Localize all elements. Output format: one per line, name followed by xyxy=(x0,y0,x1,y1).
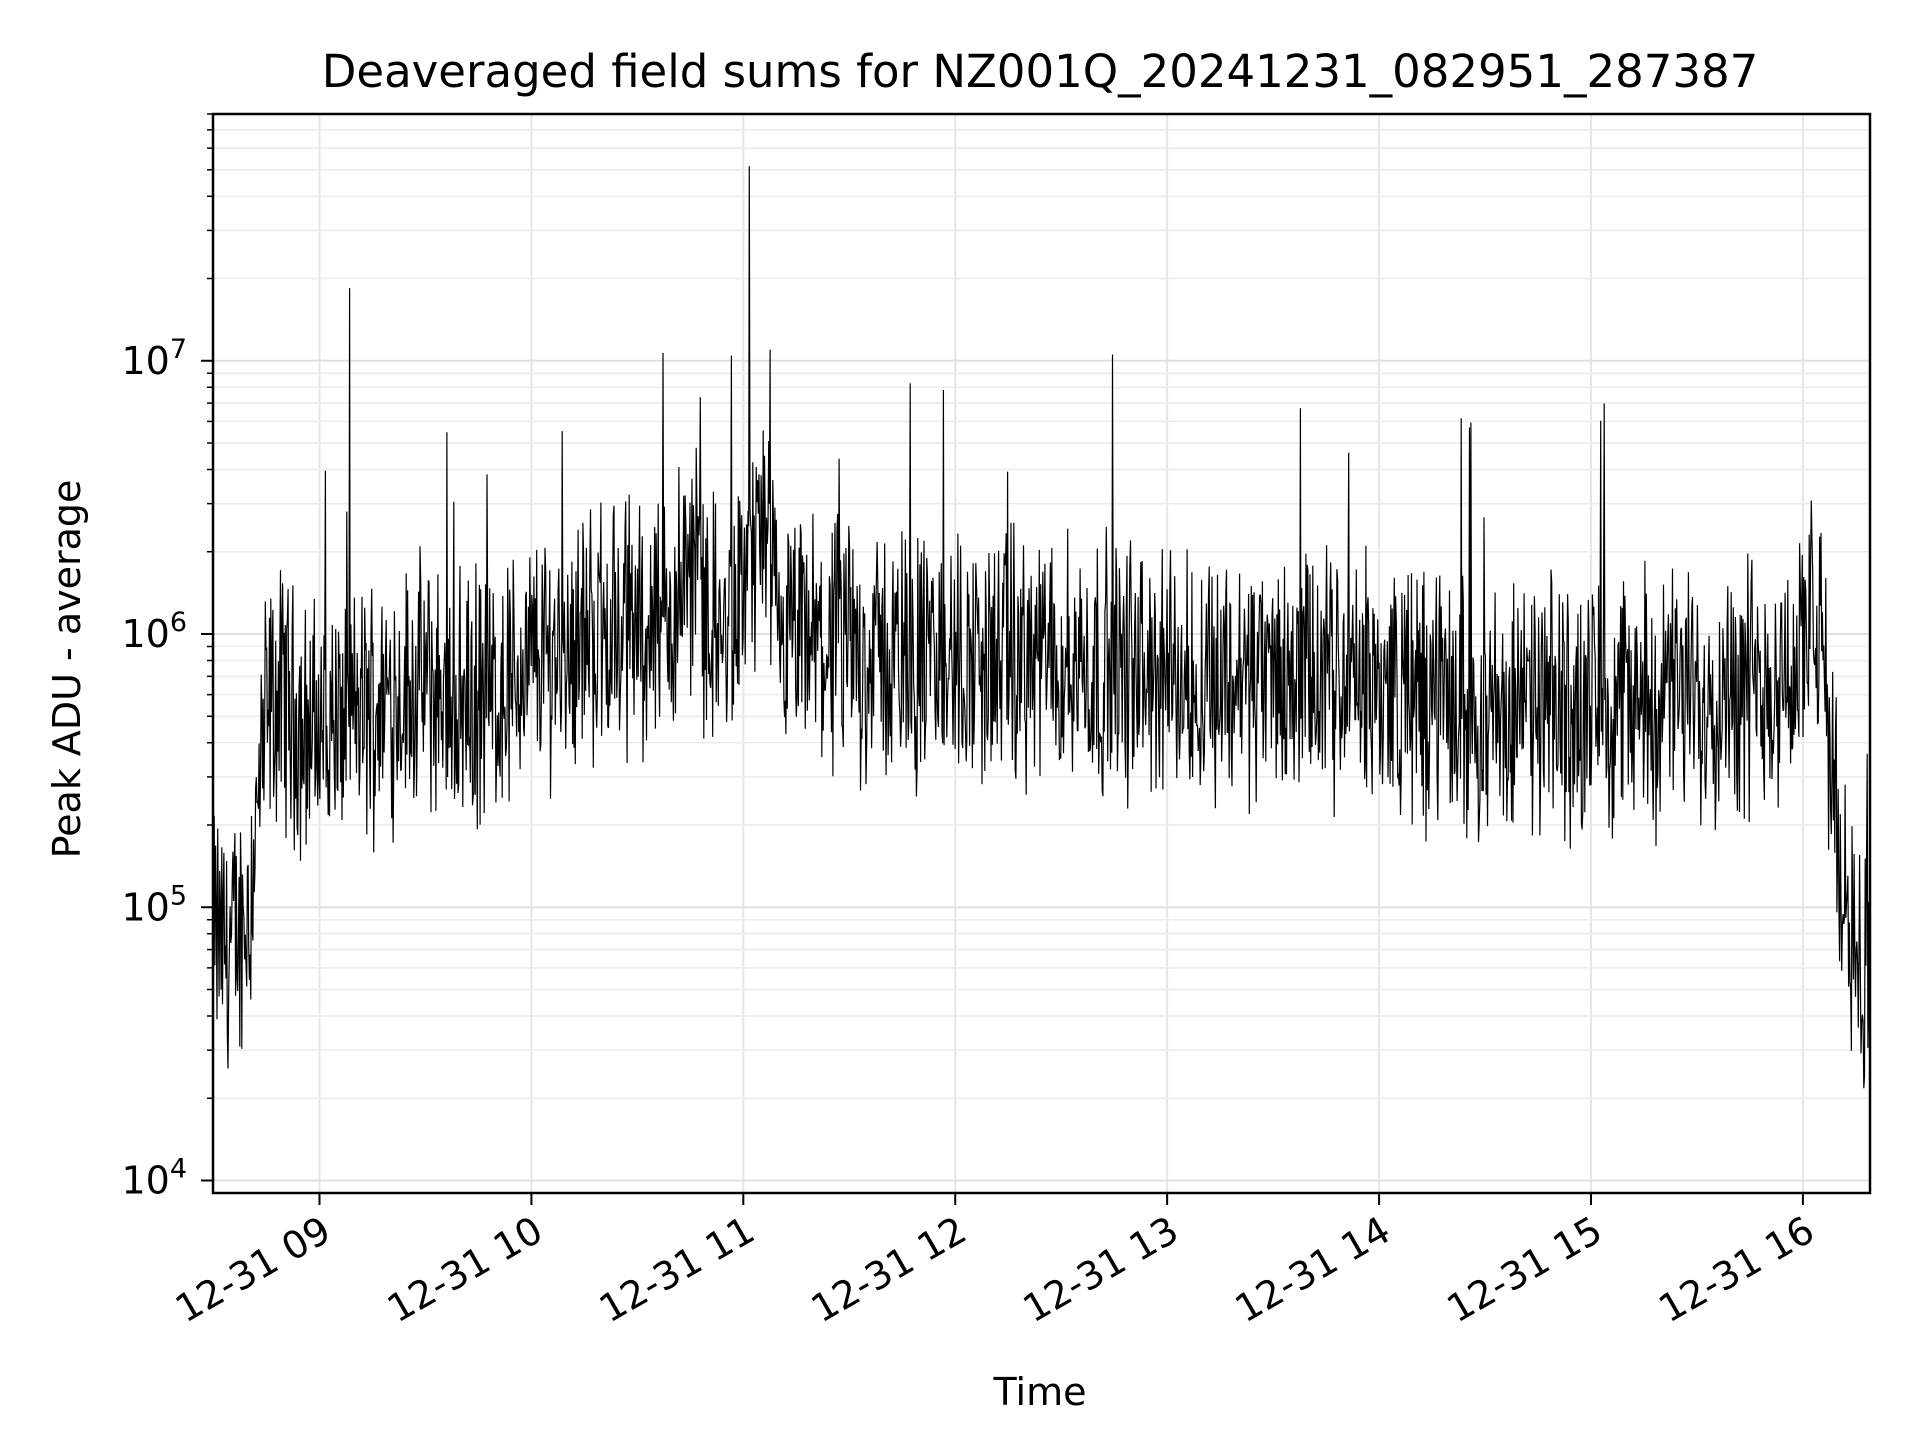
y-axis-label: Peak ADU - average xyxy=(45,480,89,859)
grid xyxy=(213,113,1870,1193)
chart-title: Deaveraged field sums for NZ001Q_2024123… xyxy=(322,45,1758,98)
y-tick-label: 105 xyxy=(121,880,187,929)
y-tick-label: 107 xyxy=(121,334,187,383)
y-tick-label: 104 xyxy=(121,1153,187,1202)
y-tick-label: 106 xyxy=(121,607,187,656)
plot-frame xyxy=(211,112,1872,1195)
series-line xyxy=(212,166,1871,1089)
x-axis-label: Time xyxy=(993,1370,1087,1414)
series-layer xyxy=(212,166,1871,1089)
